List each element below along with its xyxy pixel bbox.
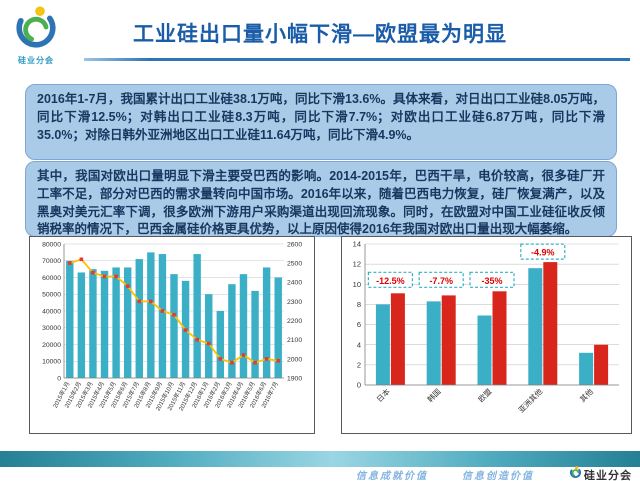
svg-text:-35%: -35% [481,276,502,286]
svg-text:-12.5%: -12.5% [376,276,405,286]
svg-text:-7.7%: -7.7% [429,276,453,286]
footer-logo-icon [569,466,582,481]
title-bar: 工业硅出口量小幅下滑—欧盟最为明显 [0,18,640,48]
svg-text:20000: 20000 [42,342,61,349]
svg-text:60000: 60000 [42,275,61,282]
svg-text:8: 8 [357,300,361,309]
watermark-right: 信息创造价值 [462,471,534,481]
svg-text:2000: 2000 [287,356,302,363]
title-underline [84,58,630,61]
export-compare-chart: 0 2 4 6 8 10 12 14 日本 韩国 欧盟 亚洲其他 其他 -12.5% -7.7% -35% -4… [341,236,632,434]
association-logo: 硅业分会 [8,4,64,66]
svg-text:2600: 2600 [287,241,302,248]
svg-text:6: 6 [357,320,361,329]
footer: 信息成就价值 信息创造价值 硅业分会 [0,466,640,481]
page-title: 工业硅出口量小幅下滑—欧盟最为明显 [133,23,507,46]
svg-text:70000: 70000 [42,258,61,265]
svg-text:1900: 1900 [287,375,302,382]
svg-text:30000: 30000 [42,325,61,332]
svg-text:50000: 50000 [42,292,61,299]
svg-text:2200: 2200 [287,318,302,325]
watermark-left: 信息成就价值 [356,471,428,481]
svg-text:0: 0 [57,375,61,382]
svg-text:10: 10 [353,280,361,289]
svg-text:2400: 2400 [287,280,302,287]
svg-text:0: 0 [357,381,361,390]
svg-text:欧盟: 欧盟 [476,386,494,404]
svg-text:80000: 80000 [42,241,61,248]
svg-text:-4.9%: -4.9% [531,248,555,258]
svg-text:12: 12 [353,260,361,269]
svg-text:2100: 2100 [287,337,302,344]
svg-text:40000: 40000 [42,308,61,315]
svg-text:2: 2 [357,360,361,369]
summary-paragraph-2: 其中，我国对欧出口量明显下滑主要受巴西的影响。2014-2015年，巴西干旱，电… [25,161,617,237]
svg-text:2500: 2500 [287,261,302,268]
svg-text:其他: 其他 [577,386,595,404]
svg-text:14: 14 [353,240,361,249]
svg-text:10000: 10000 [42,359,61,366]
footer-brand: 硅业分会 [569,466,632,481]
svg-text:韩国: 韩国 [425,386,443,404]
svg-text:4: 4 [357,340,361,349]
association-logo-icon [12,6,60,56]
charts-row: 0 10000 20000 30000 40000 50000 60000 70000 8000… [29,236,632,434]
footer-brand-text: 硅业分会 [584,470,632,481]
svg-text:日本: 日本 [374,386,392,404]
footer-ribbon [0,451,640,467]
svg-text:亚洲其他: 亚洲其他 [516,386,545,415]
export-trend-chart: 0 10000 20000 30000 40000 50000 60000 70000 8000… [29,236,315,434]
summary-paragraph-1: 2016年1-7月，我国累计出口工业硅38.1万吨，同比下滑13.6%。具体来看… [25,84,617,160]
svg-text:2300: 2300 [287,299,302,306]
logo-text: 硅业分会 [18,56,54,65]
